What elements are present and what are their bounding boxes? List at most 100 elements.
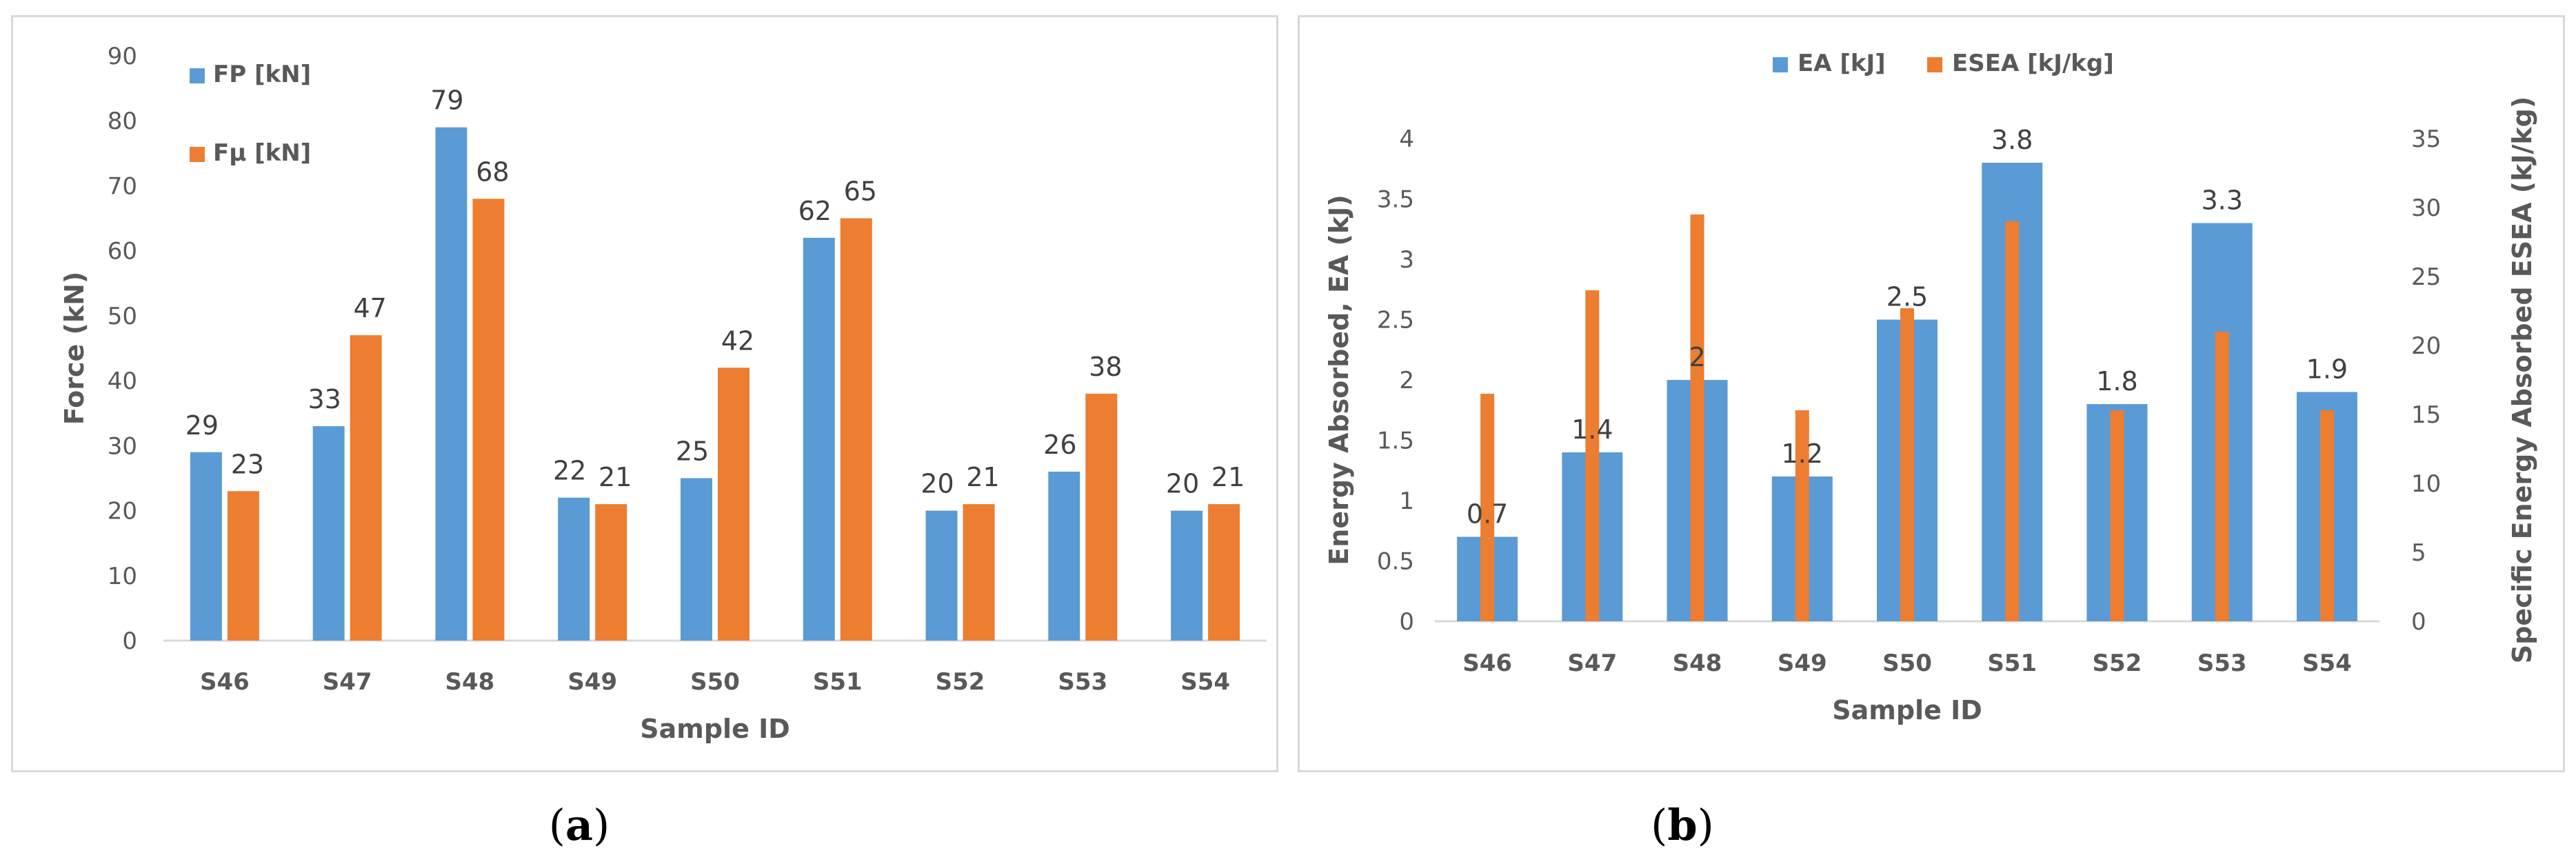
bar (2005, 221, 2020, 621)
data-label: 62 (798, 196, 832, 226)
data-label: 1.2 (1782, 439, 1823, 469)
data-label: 23 (231, 449, 264, 479)
data-label: 29 (185, 410, 219, 441)
bar (840, 218, 872, 641)
x-tick-label: S48 (1673, 650, 1722, 677)
x-tick-label: S47 (1567, 650, 1617, 677)
data-label: 1.8 (2096, 366, 2137, 396)
data-label: 21 (1211, 462, 1245, 492)
bar (1048, 472, 1080, 641)
bar (681, 478, 712, 641)
bar (718, 368, 749, 641)
y-tick-label: 0 (1399, 608, 1414, 636)
data-label: 65 (844, 177, 877, 207)
data-label: 0.7 (1467, 499, 1508, 530)
bar (190, 452, 222, 641)
force-chart-svg: 0 10 20 30 40 50 60 70 80 90 S46 29 23 S47 33 47 S48 79 68… (59, 43, 1267, 744)
bar (1480, 394, 1495, 621)
caption-a-letter: a (565, 800, 594, 850)
legend-label: FP [kN] (213, 61, 311, 88)
chart-panel-b: 0 0.5 1 1.5 2 2.5 3 3.5 4 0 5 10 15 20 25 30 35 S46 0.7 S47… (1298, 15, 2565, 772)
bar (1690, 214, 1704, 621)
data-label: 3.3 (2201, 185, 2242, 216)
x-axis-title: Sample ID (1832, 695, 1982, 725)
x-tick-label: S52 (936, 668, 985, 696)
x-tick-label: S48 (445, 668, 495, 696)
data-label: 22 (553, 456, 586, 486)
y-tick-label: 1 (1399, 488, 1414, 515)
y-right-axis-title: Specific Energy Absorbed ESEA (kJ/kg) (2507, 97, 2537, 663)
x-tick-label: S51 (813, 668, 863, 696)
chart-panel-a: 0 10 20 30 40 50 60 70 80 90 S46 29 23 S47 33 47 S48 79 68… (11, 15, 1278, 772)
y-tick-label: 60 (108, 238, 137, 265)
y-tick-label: 80 (108, 108, 137, 135)
data-label: 42 (721, 325, 754, 356)
x-tick-label: S50 (1882, 650, 1932, 677)
y-tick-label: 0 (122, 627, 137, 655)
y-tick-label: 20 (108, 498, 137, 525)
legend-swatch (190, 68, 205, 83)
x-tick-label: S47 (323, 668, 372, 696)
y-axis-title: Energy Absorbed, EA (kJ) (1324, 194, 1354, 565)
data-label: 25 (676, 436, 709, 466)
y-tick-label: 10 (108, 563, 137, 590)
data-label: 47 (353, 293, 386, 323)
y-right-tick-label: 35 (2411, 125, 2441, 153)
x-tick-label: S49 (1778, 650, 1827, 677)
bar (595, 504, 627, 641)
y-right-tick-label: 15 (2411, 401, 2441, 429)
x-tick-label: S53 (1058, 668, 1107, 696)
legend-label: EA [kJ] (1798, 50, 1886, 77)
data-label: 1.4 (1571, 414, 1613, 445)
caption-a: (a) (548, 800, 610, 850)
bar (925, 510, 958, 641)
x-tick-label: S51 (1987, 650, 2037, 677)
y-right-tick-label: 5 (2411, 539, 2426, 567)
bar (435, 127, 467, 641)
bar (1900, 308, 1914, 621)
y-right-tick-label: 20 (2411, 332, 2441, 360)
bar (312, 426, 345, 641)
x-tick-label: S46 (200, 668, 250, 696)
bar (803, 237, 835, 641)
data-label: 21 (966, 462, 999, 492)
y-tick-label: 30 (108, 432, 137, 460)
y-tick-label: 50 (108, 303, 137, 330)
y-tick-label: 2.5 (1377, 307, 1414, 334)
energy-chart-svg: 0 0.5 1 1.5 2 2.5 3 3.5 4 0 5 10 15 20 25 30 35 S46 0.7 S47… (1324, 50, 2537, 725)
y-right-tick-label: 25 (2411, 263, 2441, 291)
x-tick-label: S52 (2093, 650, 2142, 677)
x-tick-label: S53 (2197, 650, 2247, 677)
legend-swatch (1773, 57, 1788, 72)
legend-label: Fμ [kN] (213, 139, 311, 167)
x-tick-label: S54 (1180, 668, 1230, 696)
bar (472, 199, 505, 641)
data-label: 33 (308, 384, 341, 414)
bar (1585, 290, 1600, 621)
bar (1085, 393, 1118, 641)
x-tick-label: S49 (567, 668, 617, 696)
bar (1171, 510, 1203, 641)
bar (1208, 504, 1240, 641)
y-tick-label: 3 (1399, 246, 1414, 274)
data-label: 3.8 (1991, 125, 2033, 155)
bar (2320, 410, 2334, 621)
bar (1795, 410, 1809, 621)
bar (2215, 332, 2229, 621)
y-tick-label: 3.5 (1377, 186, 1414, 214)
legend-swatch (190, 147, 205, 162)
x-tick-label: S50 (690, 668, 740, 696)
x-tick-label: S46 (1462, 650, 1512, 677)
caption-b-letter: b (1667, 800, 1698, 850)
y-tick-label: 70 (108, 172, 137, 200)
x-axis-title: Sample ID (640, 714, 790, 744)
bar (350, 335, 382, 641)
data-label: 1.9 (2306, 354, 2348, 385)
y-tick-label: 2 (1399, 367, 1414, 394)
data-label: 68 (476, 157, 509, 187)
y-tick-label: 90 (108, 43, 137, 70)
y-axis-title: Force (kN) (59, 272, 90, 425)
data-label: 79 (430, 86, 463, 116)
data-label: 2 (1689, 342, 1705, 372)
data-label: 26 (1043, 430, 1076, 460)
